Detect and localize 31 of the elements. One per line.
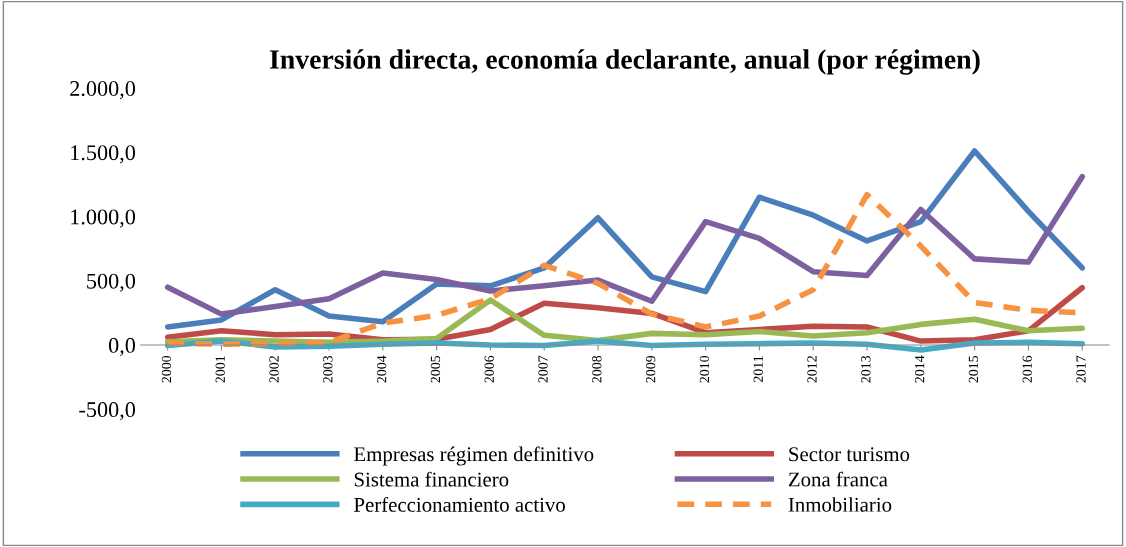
x-tick-label: 2015 (968, 355, 979, 383)
x-tick-label: 2006 (484, 355, 494, 383)
x-tick-label: 2011 (753, 356, 763, 382)
chart-title: Inversión directa, economía declarante, anual (por régimen) (269, 49, 980, 75)
x-tick-label: 2016 (1022, 355, 1032, 383)
x-tick-label: 2012 (807, 356, 817, 383)
x-tick-label: 2003 (323, 355, 333, 383)
legend-label: Sistema financiero (354, 471, 509, 487)
legend-label: Sector turismo (789, 447, 910, 462)
x-tick-label: 2007 (538, 355, 548, 383)
x-tick-label: 2001 (215, 356, 225, 383)
x-tick-label: 2005 (430, 355, 441, 383)
legend-label: Inmobiliario (788, 497, 892, 512)
x-tick-label: 2013 (861, 355, 871, 383)
y-tick-label: 500,0 (87, 273, 136, 292)
x-tick-label: 2010 (699, 355, 710, 383)
x-tick-label: 2000 (161, 355, 172, 383)
y-tick-label: 0,0 (108, 337, 136, 357)
x-tick-label: 2002 (269, 356, 279, 383)
legend-label: Zona franca (788, 471, 888, 487)
y-tick-label: 1.000,0 (71, 209, 136, 228)
x-tick-label: 2004 (376, 355, 387, 383)
legend-label: Perfeccionamiento activo (354, 496, 565, 512)
x-tick-label: 2009 (645, 355, 656, 383)
legend-label: Empresas régimen definitivo (354, 446, 594, 466)
x-tick-label: 2014 (914, 355, 925, 383)
x-tick-label: 2017 (1076, 355, 1086, 383)
y-tick-label: 2.000,0 (70, 81, 136, 100)
x-tick-label: 2008 (592, 355, 602, 383)
y-tick-label: -500,0 (79, 402, 136, 421)
y-tick-label: 1.500,0 (71, 145, 136, 164)
